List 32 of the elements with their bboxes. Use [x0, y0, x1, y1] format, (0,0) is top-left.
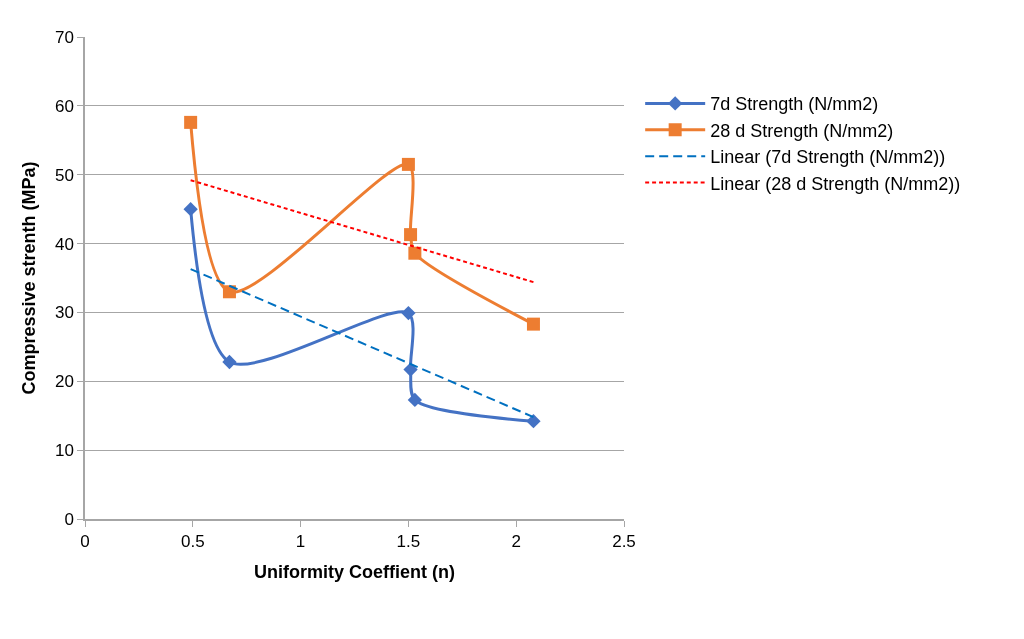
point — [401, 305, 416, 321]
x-axis-title: Uniformity Coeffient (n) — [254, 561, 455, 582]
point — [222, 354, 237, 370]
x-tick-label: 1.5 — [396, 532, 421, 552]
y-tick-label: 30 — [54, 303, 74, 323]
point — [408, 246, 422, 260]
point — [404, 228, 418, 242]
point — [403, 362, 418, 377]
point — [526, 317, 540, 331]
y-tick-label: 70 — [54, 27, 74, 47]
legend-label: Linear (7d Strength (N/mm2)) — [710, 147, 946, 168]
point — [183, 201, 198, 217]
point — [526, 414, 541, 429]
y-tick-label: 0 — [64, 509, 74, 529]
x-tick-label: 0.5 — [180, 532, 205, 552]
y-tick-label: 10 — [54, 441, 74, 461]
x-tick-label: 1 — [295, 532, 306, 552]
x-tick-label: 2.5 — [612, 532, 636, 552]
y-axis-title: Compressive strenth (MPa) — [18, 161, 39, 395]
point — [401, 157, 415, 171]
point — [407, 392, 423, 408]
y-tick-label: 60 — [54, 96, 74, 116]
y-tick-label: 40 — [54, 234, 74, 254]
y-tick-label: 50 — [54, 165, 74, 185]
legend-label: 28 d Strength (N/mm2) — [710, 120, 894, 141]
point — [222, 285, 236, 299]
x-tick-label: 0 — [80, 532, 90, 552]
y-tick-label: 20 — [54, 372, 74, 392]
x-tick-label: 2 — [511, 532, 521, 552]
point — [184, 115, 198, 129]
legend-label: Linear (28 d Strength (N/mm2)) — [710, 173, 961, 194]
legend-label: 7d Strength (N/mm2) — [710, 94, 879, 115]
